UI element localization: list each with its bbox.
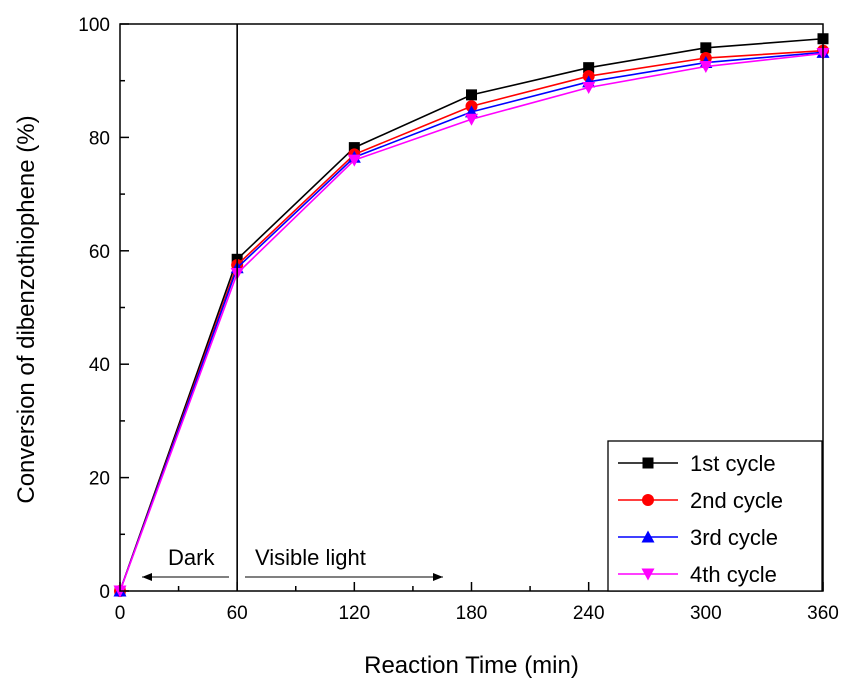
- legend-marker: [641, 568, 655, 581]
- legend-label: 4th cycle: [690, 562, 777, 587]
- light-arrow-head: [433, 573, 443, 581]
- legend-item-4: 4th cycle: [618, 562, 777, 587]
- legend: 1st cycle 2nd cycle 3rd cycle 4th cycle: [607, 440, 823, 592]
- annotation-layer: Dark Visible light: [142, 24, 443, 591]
- x-tick-label-360: 360: [807, 603, 839, 624]
- legend-label: 2nd cycle: [690, 488, 783, 513]
- data-point: [465, 113, 478, 126]
- x-tick-label-180: 180: [456, 603, 488, 624]
- data-point: [348, 142, 360, 154]
- data-point: [700, 42, 712, 54]
- y-tick-label-40: 40: [89, 355, 110, 376]
- legend-item-1: 1st cycle: [618, 451, 776, 476]
- legend-marker: [641, 530, 655, 543]
- x-axis-title: Reaction Time (min): [364, 652, 579, 679]
- y-axis-title: Conversion of dibenzothiophene (%): [13, 115, 40, 503]
- y-tick-label-20: 20: [89, 469, 110, 490]
- y-tick-label-0: 0: [99, 582, 110, 603]
- legend-item-3: 3rd cycle: [618, 525, 778, 550]
- data-point: [583, 62, 595, 74]
- y-tick-label-60: 60: [89, 242, 110, 263]
- x-tick-label-0: 0: [115, 603, 126, 624]
- data-point: [582, 82, 596, 95]
- y-tick-label-100: 100: [78, 15, 110, 36]
- data-point: [347, 154, 361, 167]
- x-tick-label-240: 240: [573, 603, 605, 624]
- legend-label: 1st cycle: [690, 451, 776, 476]
- x-tick-label-300: 300: [690, 603, 722, 624]
- legend-item-2: 2nd cycle: [618, 488, 783, 513]
- legend-marker: [642, 457, 654, 469]
- x-tick-label-120: 120: [338, 603, 370, 624]
- legend-label: 3rd cycle: [690, 525, 778, 550]
- x-tick-label-60: 60: [227, 603, 248, 624]
- data-point: [466, 89, 477, 101]
- ticks-layer: 0 60 120 180 240 300 360 0 20 40 60 80 100: [78, 15, 839, 624]
- dark-label: Dark: [168, 545, 215, 570]
- y-tick-label-80: 80: [89, 128, 110, 149]
- visible-light-label: Visible light: [255, 545, 366, 570]
- legend-marker: [642, 494, 654, 506]
- data-point: [699, 61, 713, 74]
- dark-arrow-head: [142, 573, 152, 581]
- plot-frame: [119, 23, 824, 592]
